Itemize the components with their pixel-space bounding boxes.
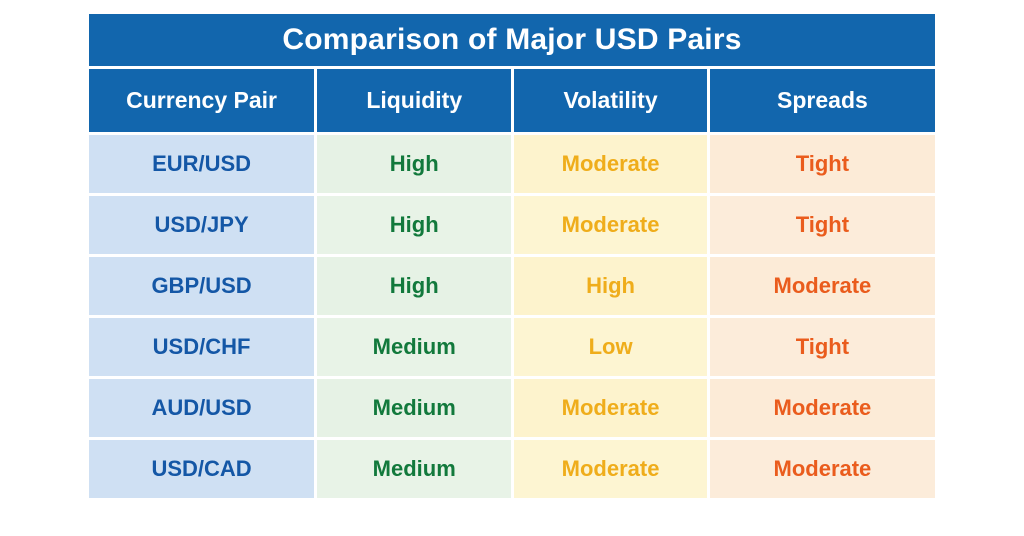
- cell-volatility: Moderate: [514, 379, 707, 437]
- table-header-row: Currency Pair Liquidity Volatility Sprea…: [89, 69, 935, 132]
- cell-liquidity: High: [317, 196, 512, 254]
- cell-liquidity: Medium: [317, 440, 512, 498]
- table-row: USD/CAD Medium Moderate Moderate: [89, 440, 935, 498]
- table-title: Comparison of Major USD Pairs: [89, 14, 935, 66]
- table-row: AUD/USD Medium Moderate Moderate: [89, 379, 935, 437]
- cell-currency-pair: AUD/USD: [89, 379, 315, 437]
- table-body: EUR/USD High Moderate Tight USD/JPY High…: [89, 135, 935, 498]
- table-row: GBP/USD High High Moderate: [89, 257, 935, 315]
- cell-volatility: Moderate: [514, 440, 707, 498]
- cell-currency-pair: USD/CHF: [89, 318, 315, 376]
- cell-volatility: High: [514, 257, 707, 315]
- cell-volatility: Moderate: [514, 196, 707, 254]
- cell-spreads: Moderate: [709, 379, 935, 437]
- column-header-volatility: Volatility: [514, 69, 707, 132]
- cell-volatility: Low: [514, 318, 707, 376]
- cell-spreads: Tight: [709, 318, 935, 376]
- comparison-table-container: Comparison of Major USD Pairs Currency P…: [86, 11, 938, 509]
- cell-currency-pair: USD/JPY: [89, 196, 315, 254]
- cell-spreads: Tight: [709, 135, 935, 193]
- cell-currency-pair: EUR/USD: [89, 135, 315, 193]
- cell-spreads: Moderate: [709, 440, 935, 498]
- cell-liquidity: Medium: [317, 318, 512, 376]
- cell-currency-pair: USD/CAD: [89, 440, 315, 498]
- cell-liquidity: High: [317, 135, 512, 193]
- table-head: Comparison of Major USD Pairs Currency P…: [89, 14, 935, 132]
- cell-liquidity: Medium: [317, 379, 512, 437]
- cell-volatility: Moderate: [514, 135, 707, 193]
- usd-pairs-comparison-table: Comparison of Major USD Pairs Currency P…: [86, 11, 938, 501]
- cell-currency-pair: GBP/USD: [89, 257, 315, 315]
- table-row: USD/CHF Medium Low Tight: [89, 318, 935, 376]
- table-title-row: Comparison of Major USD Pairs: [89, 14, 935, 66]
- column-header-liquidity: Liquidity: [317, 69, 512, 132]
- table-row: EUR/USD High Moderate Tight: [89, 135, 935, 193]
- cell-spreads: Tight: [709, 196, 935, 254]
- column-header-currency-pair: Currency Pair: [89, 69, 315, 132]
- column-header-spreads: Spreads: [709, 69, 935, 132]
- cell-liquidity: High: [317, 257, 512, 315]
- cell-spreads: Moderate: [709, 257, 935, 315]
- table-row: USD/JPY High Moderate Tight: [89, 196, 935, 254]
